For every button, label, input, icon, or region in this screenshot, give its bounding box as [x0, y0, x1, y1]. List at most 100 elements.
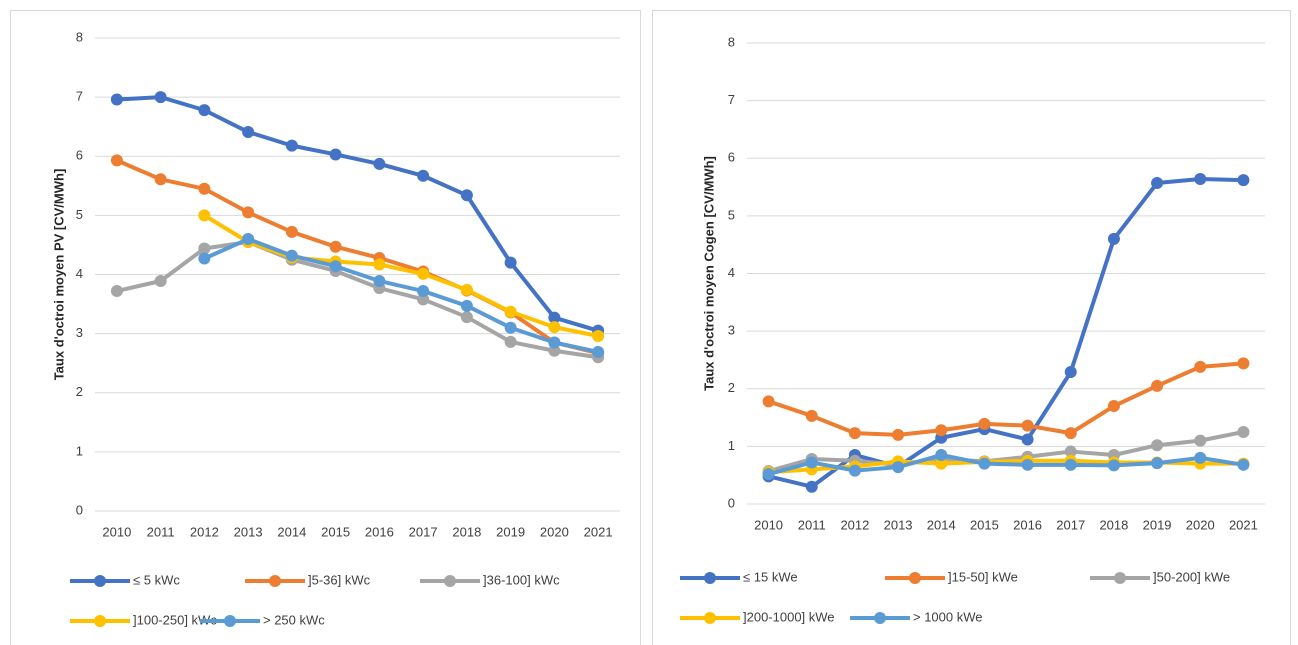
x-tick-label: 2016: [365, 524, 394, 539]
series-line: [767, 361, 1244, 437]
y-tick-label: 8: [76, 29, 83, 44]
series-line: [768, 430, 1244, 474]
data-point: [592, 345, 605, 358]
data-point: [548, 344, 561, 357]
data-point: [978, 457, 991, 470]
data-point: [1107, 459, 1120, 472]
x-tick-label: 2014: [927, 517, 956, 532]
x-tick-label: 2011: [147, 524, 175, 539]
data-point: [417, 169, 430, 182]
legend-label: ]200-1000] kWe: [743, 609, 835, 624]
data-point: [110, 285, 123, 298]
x-tick-label: 2021: [1229, 517, 1258, 532]
data-point: [548, 311, 561, 324]
data-point: [373, 157, 386, 170]
y-tick-label: 5: [76, 207, 83, 222]
legend-label: ]5-36] kWc: [308, 572, 371, 587]
x-tick-label: 2013: [884, 517, 913, 532]
y-tick-label: 8: [728, 34, 735, 49]
y-axis-title: Taux d'octroi moyen Cogen [CV/MWh]: [701, 156, 716, 391]
x-tick-label: 2015: [970, 517, 999, 532]
data-point: [198, 104, 211, 117]
data-point: [154, 91, 167, 104]
data-point: [329, 148, 342, 161]
data-point: [1021, 458, 1034, 471]
y-tick-label: 0: [728, 495, 735, 510]
data-point: [110, 93, 123, 106]
data-point: [285, 139, 298, 152]
legend-label: > 250 kWc: [263, 612, 325, 627]
series-line: [768, 453, 1244, 476]
data-point: [1021, 419, 1034, 432]
x-tick-label: 2019: [1143, 517, 1172, 532]
x-tick-label: 2017: [1056, 517, 1085, 532]
data-point: [978, 417, 991, 430]
x-tick-label: 2011: [798, 517, 826, 532]
data-point: [1237, 357, 1250, 370]
data-point: [1151, 177, 1164, 190]
data-point: [1194, 360, 1207, 373]
x-tick-label: 2014: [277, 524, 306, 539]
data-point: [548, 321, 561, 334]
data-point: [242, 206, 255, 219]
data-point: [460, 283, 473, 296]
data-point: [417, 267, 430, 280]
x-tick-label: 2020: [540, 524, 569, 539]
x-tick-label: 2010: [754, 517, 783, 532]
data-point: [1021, 433, 1034, 446]
data-point: [504, 321, 517, 334]
data-point: [805, 409, 818, 422]
y-tick-label: 2: [76, 384, 83, 399]
data-point: [762, 395, 775, 408]
x-tick-label: 2015: [321, 524, 350, 539]
y-tick-label: 6: [76, 148, 83, 163]
data-point: [373, 258, 386, 271]
y-tick-label: 7: [76, 89, 83, 104]
legend-label: ≤ 15 kWe: [743, 569, 798, 584]
data-point: [198, 209, 211, 222]
data-point: [154, 275, 167, 288]
data-point: [417, 293, 430, 306]
y-tick-label: 4: [728, 265, 735, 280]
y-tick-label: 7: [728, 92, 735, 107]
data-point: [935, 457, 948, 470]
data-point: [935, 449, 948, 462]
legend-marker: [94, 615, 106, 627]
data-point: [1064, 366, 1077, 379]
data-point: [460, 189, 473, 202]
data-point: [935, 424, 948, 437]
data-point: [592, 329, 605, 342]
data-point: [892, 428, 905, 441]
legend-marker: [224, 615, 236, 627]
x-tick-label: 2012: [840, 517, 869, 532]
legend-label: > 1000 kWe: [913, 609, 983, 624]
legend-marker: [704, 612, 716, 624]
y-tick-label: 5: [728, 207, 735, 222]
data-point: [198, 252, 211, 265]
data-point: [762, 468, 775, 481]
legend-label: ]100-250] kWc: [133, 612, 217, 627]
data-point: [1151, 439, 1164, 452]
data-point: [1107, 232, 1120, 245]
data-point: [1064, 445, 1077, 458]
data-point: [329, 260, 342, 273]
x-tick-label: 2019: [496, 524, 525, 539]
data-point: [1064, 427, 1077, 440]
data-point: [242, 126, 255, 139]
legend-marker: [444, 575, 456, 587]
data-point: [504, 335, 517, 348]
y-tick-label: 4: [76, 266, 83, 281]
data-point: [1107, 400, 1120, 413]
series-line: [116, 158, 599, 356]
data-point: [198, 242, 211, 255]
data-point: [329, 240, 342, 253]
data-point: [373, 275, 386, 288]
data-point: [548, 336, 561, 349]
data-point: [1194, 172, 1207, 185]
y-tick-label: 1: [76, 443, 83, 458]
y-tick-label: 3: [76, 325, 83, 340]
data-point: [1237, 425, 1250, 438]
data-point: [417, 285, 430, 298]
